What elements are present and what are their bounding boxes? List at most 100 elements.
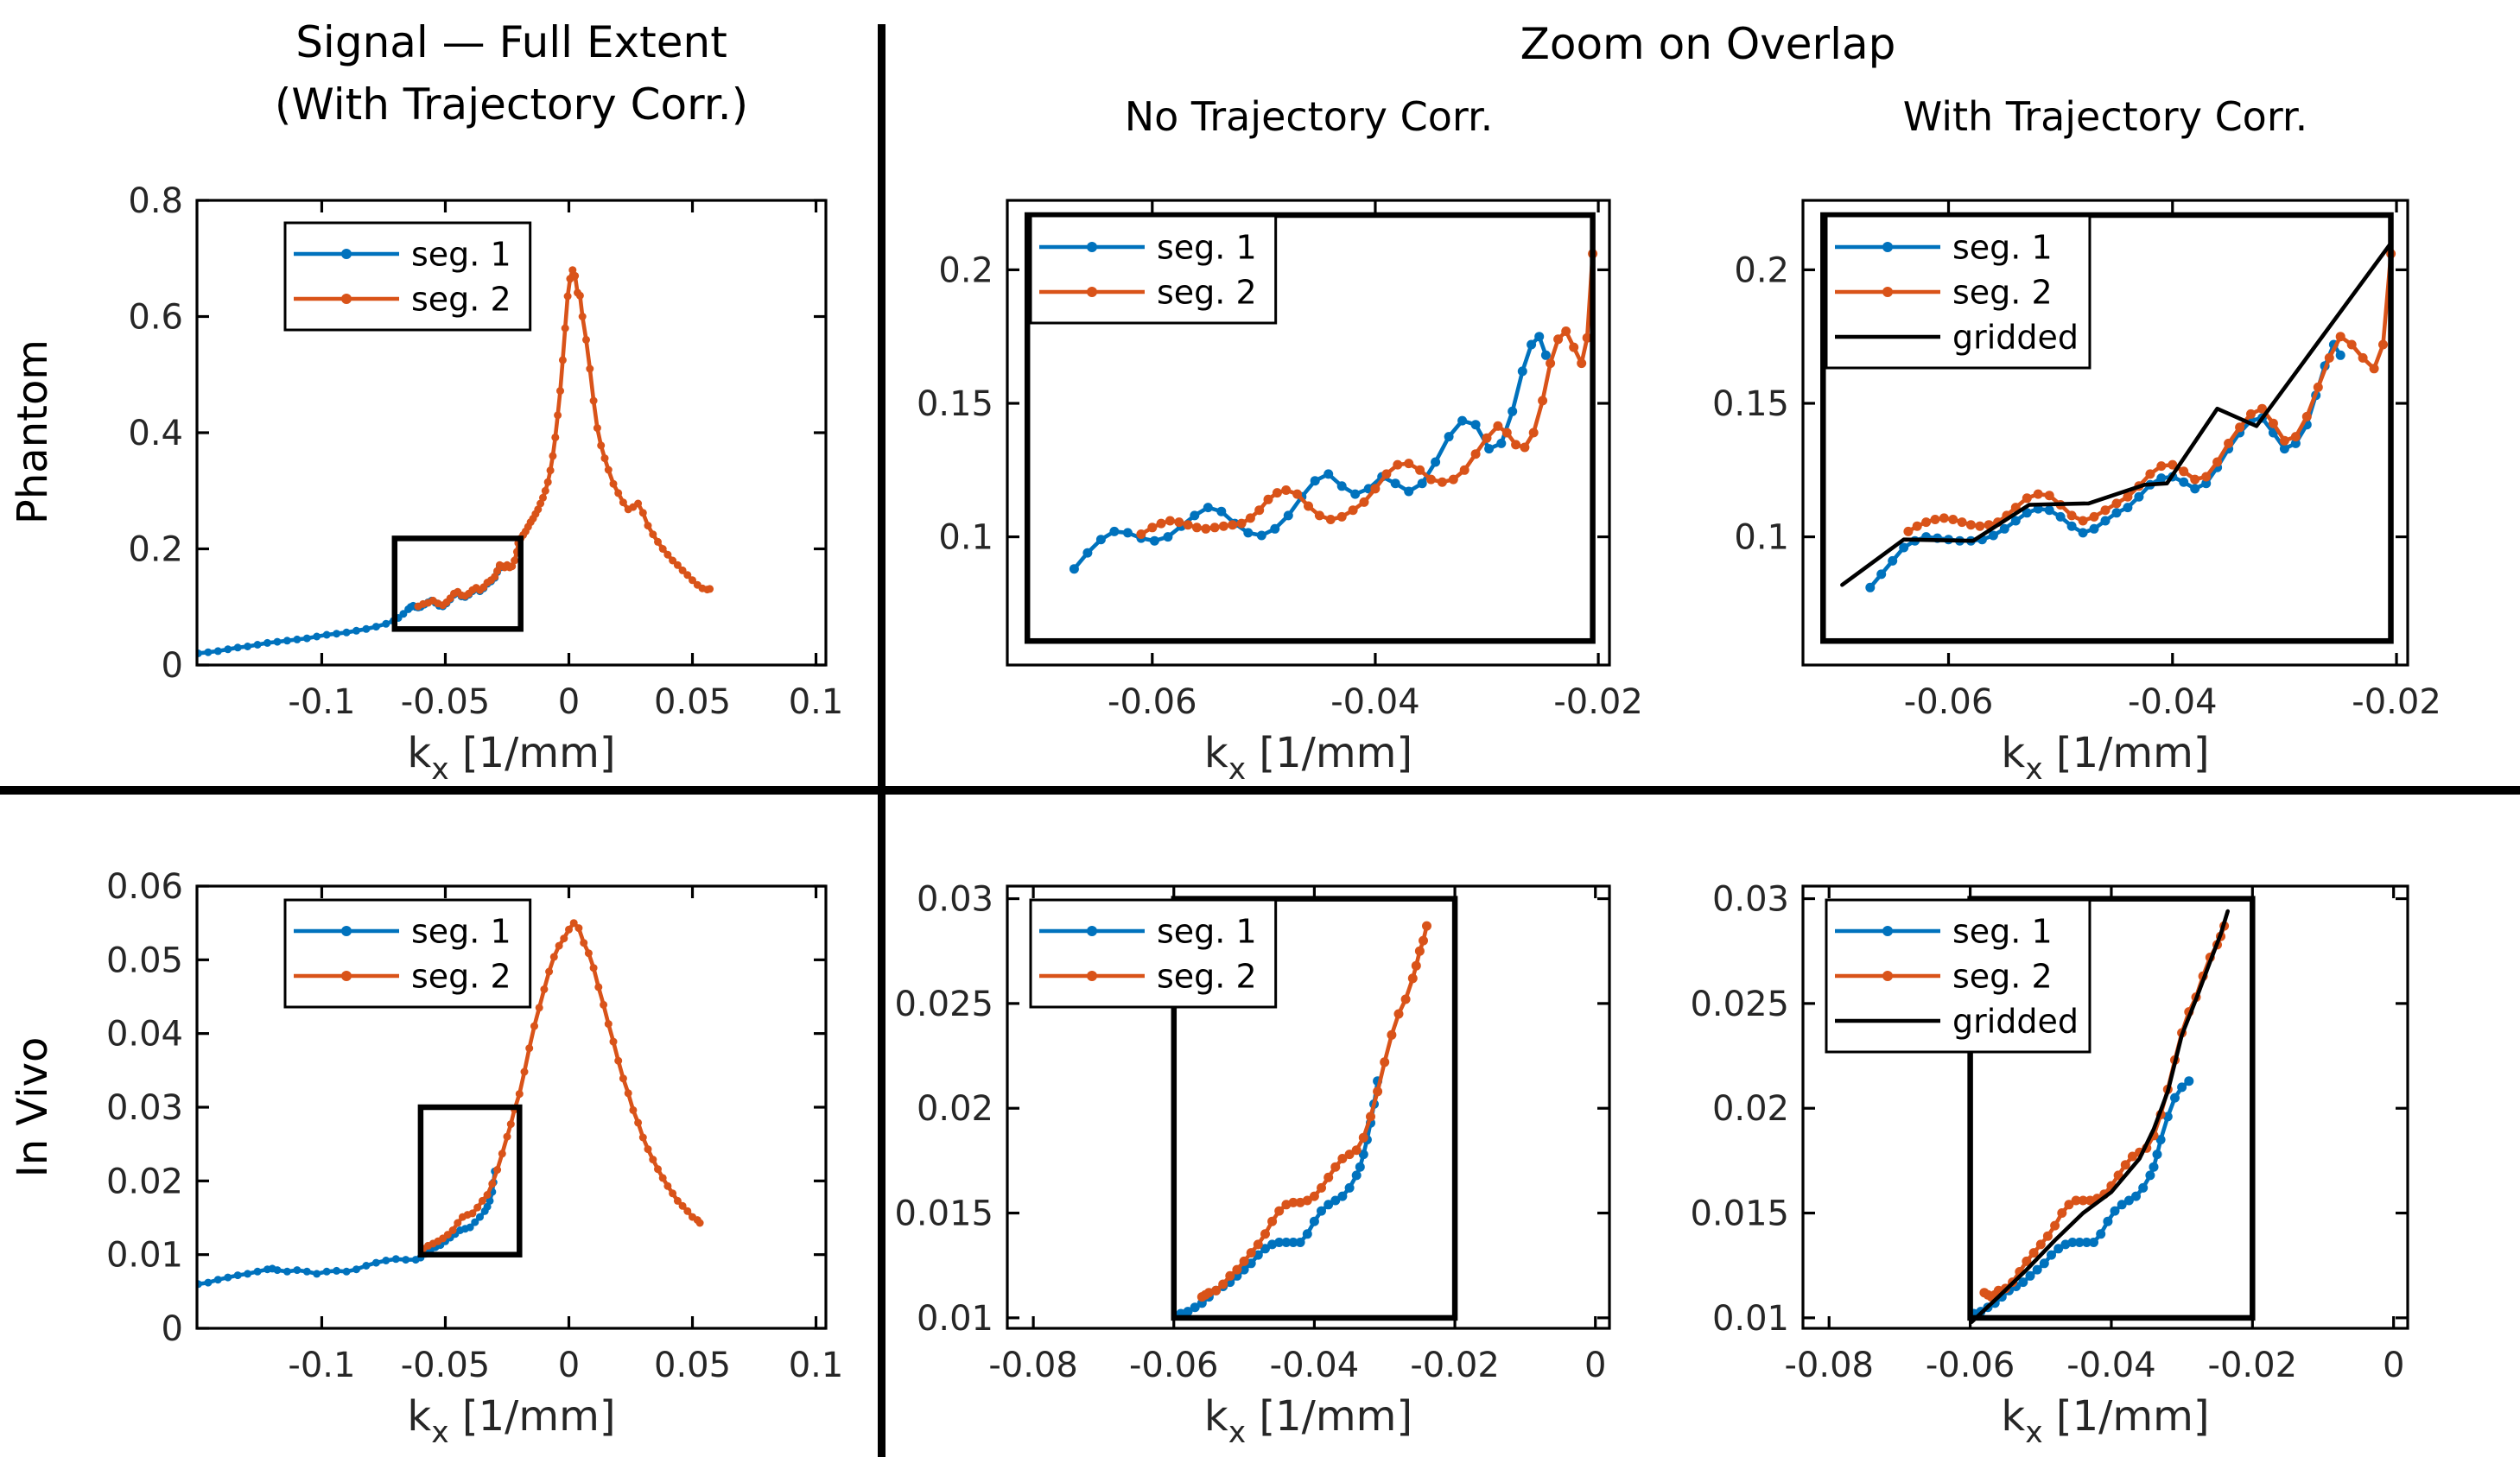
legend-sample-marker-seg-1: [1882, 926, 1893, 936]
data-point: [1336, 511, 1347, 522]
data-point: [2035, 1239, 2046, 1250]
data-point: [371, 623, 380, 631]
data-point: [2324, 352, 2334, 363]
data-point: [638, 1133, 647, 1142]
legend-label-seg-1: seg. 1: [1952, 228, 2053, 266]
data-point: [1260, 1244, 1270, 1254]
data-point: [1323, 1200, 1334, 1210]
y-tick-label: 0.02: [1712, 1089, 1789, 1129]
data-point: [1930, 515, 1940, 524]
data-point: [2055, 511, 2066, 522]
data-point: [2066, 521, 2077, 531]
data-point: [478, 1196, 486, 1205]
data-point: [1256, 530, 1266, 541]
data-point: [543, 478, 552, 486]
data-point: [1330, 1195, 1341, 1206]
data-point: [233, 643, 242, 652]
data-point: [663, 550, 672, 559]
data-point: [2022, 1256, 2032, 1266]
data-point: [2117, 1200, 2127, 1210]
data-point: [468, 1209, 477, 1218]
data-point: [2301, 411, 2312, 421]
x-tick-label: 0.05: [654, 1346, 731, 1385]
data-point: [1414, 946, 1425, 956]
data-point: [530, 1022, 538, 1030]
data-point: [1912, 521, 1922, 531]
x-tick-label: -0.02: [1410, 1346, 1500, 1385]
panel-invivo-zoom-nocorr: -0.08 -0.06 -0.04 -0.02 0 0.01 0.015 0.02 0.025 0…: [894, 880, 1611, 1450]
data-point: [313, 632, 321, 641]
x-tick-label: -0.06: [1108, 682, 1197, 722]
data-point: [1407, 973, 1418, 984]
y-tick-label: 0.025: [1690, 985, 1789, 1024]
data-point: [1419, 935, 1428, 946]
data-point: [1888, 555, 1898, 566]
data-point: [1095, 535, 1106, 545]
data-point: [678, 1201, 687, 1210]
data-point: [1191, 523, 1202, 533]
data-point: [273, 637, 282, 646]
data-point: [2089, 511, 2099, 522]
data-point: [1295, 1238, 1305, 1247]
data-point: [1351, 1170, 1362, 1181]
data-point: [2120, 1160, 2130, 1170]
data-point: [362, 624, 371, 633]
data-point: [1245, 513, 1255, 523]
legend-sample-marker-seg-1: [1087, 242, 1097, 252]
data-point: [1444, 432, 1454, 442]
legend-label-seg-1: seg. 1: [1157, 228, 1257, 266]
data-point: [1380, 1057, 1390, 1067]
x-tick-label: -0.02: [2352, 682, 2441, 722]
y-tick-label: 0.02: [917, 1089, 993, 1129]
data-point: [2335, 350, 2345, 360]
data-point: [2096, 1229, 2106, 1239]
data-point: [1921, 517, 1932, 528]
data-point: [658, 545, 667, 553]
data-point: [471, 1218, 479, 1226]
panel-phantom-zoom-corr: -0.06 -0.04 -0.02 0.1 0.15 0.2 kx [1/mm] seg. 1…: [1712, 199, 2441, 787]
data-point: [2290, 438, 2301, 448]
data-point: [233, 1271, 242, 1280]
legend: seg. 1 seg. 2 gridded: [1825, 214, 2092, 370]
data-point: [1501, 428, 1512, 438]
data-point: [1569, 342, 1579, 352]
data-point: [2044, 491, 2054, 501]
legend: seg. 1 seg. 2: [283, 221, 532, 332]
data-point: [1302, 1229, 1312, 1239]
data-point: [2042, 1231, 2053, 1241]
data-point: [2246, 409, 2256, 419]
data-point: [2025, 1270, 2035, 1281]
series-markers-seg-1: [1176, 1076, 1383, 1319]
data-point: [1366, 1112, 1375, 1122]
x-tick-label: 0: [2383, 1346, 2404, 1385]
data-point: [578, 313, 587, 320]
data-point: [2212, 457, 2223, 467]
y-tick-label: 0.8: [128, 181, 183, 221]
legend-box: [1029, 898, 1278, 1009]
series-layer: [1840, 241, 2396, 592]
data-point: [1232, 1264, 1242, 1275]
data-point: [313, 1270, 321, 1278]
data-point: [2179, 477, 2189, 487]
data-point: [1511, 440, 1521, 450]
data-point: [498, 1150, 506, 1158]
data-point: [1183, 520, 1193, 530]
data-point: [673, 1196, 682, 1205]
legend-sample-marker-seg-2: [341, 294, 352, 304]
data-point: [263, 638, 271, 647]
legend-label-seg-1: seg. 1: [411, 912, 511, 950]
data-point: [2113, 1170, 2123, 1181]
series-markers-seg-2: [414, 266, 714, 611]
data-point: [619, 498, 627, 507]
data-point: [2053, 1244, 2064, 1254]
data-point: [1582, 333, 1592, 343]
zoom-on-overlap-title: Zoom on Overlap: [1520, 19, 1896, 69]
series-markers-seg-1: [197, 562, 505, 657]
data-point: [2100, 505, 2111, 516]
data-point: [473, 1203, 482, 1212]
x-tick-label: 0.1: [789, 1346, 844, 1385]
data-point: [1292, 489, 1303, 499]
series-markers-seg-2: [1136, 249, 1598, 539]
data-point: [402, 1256, 410, 1264]
